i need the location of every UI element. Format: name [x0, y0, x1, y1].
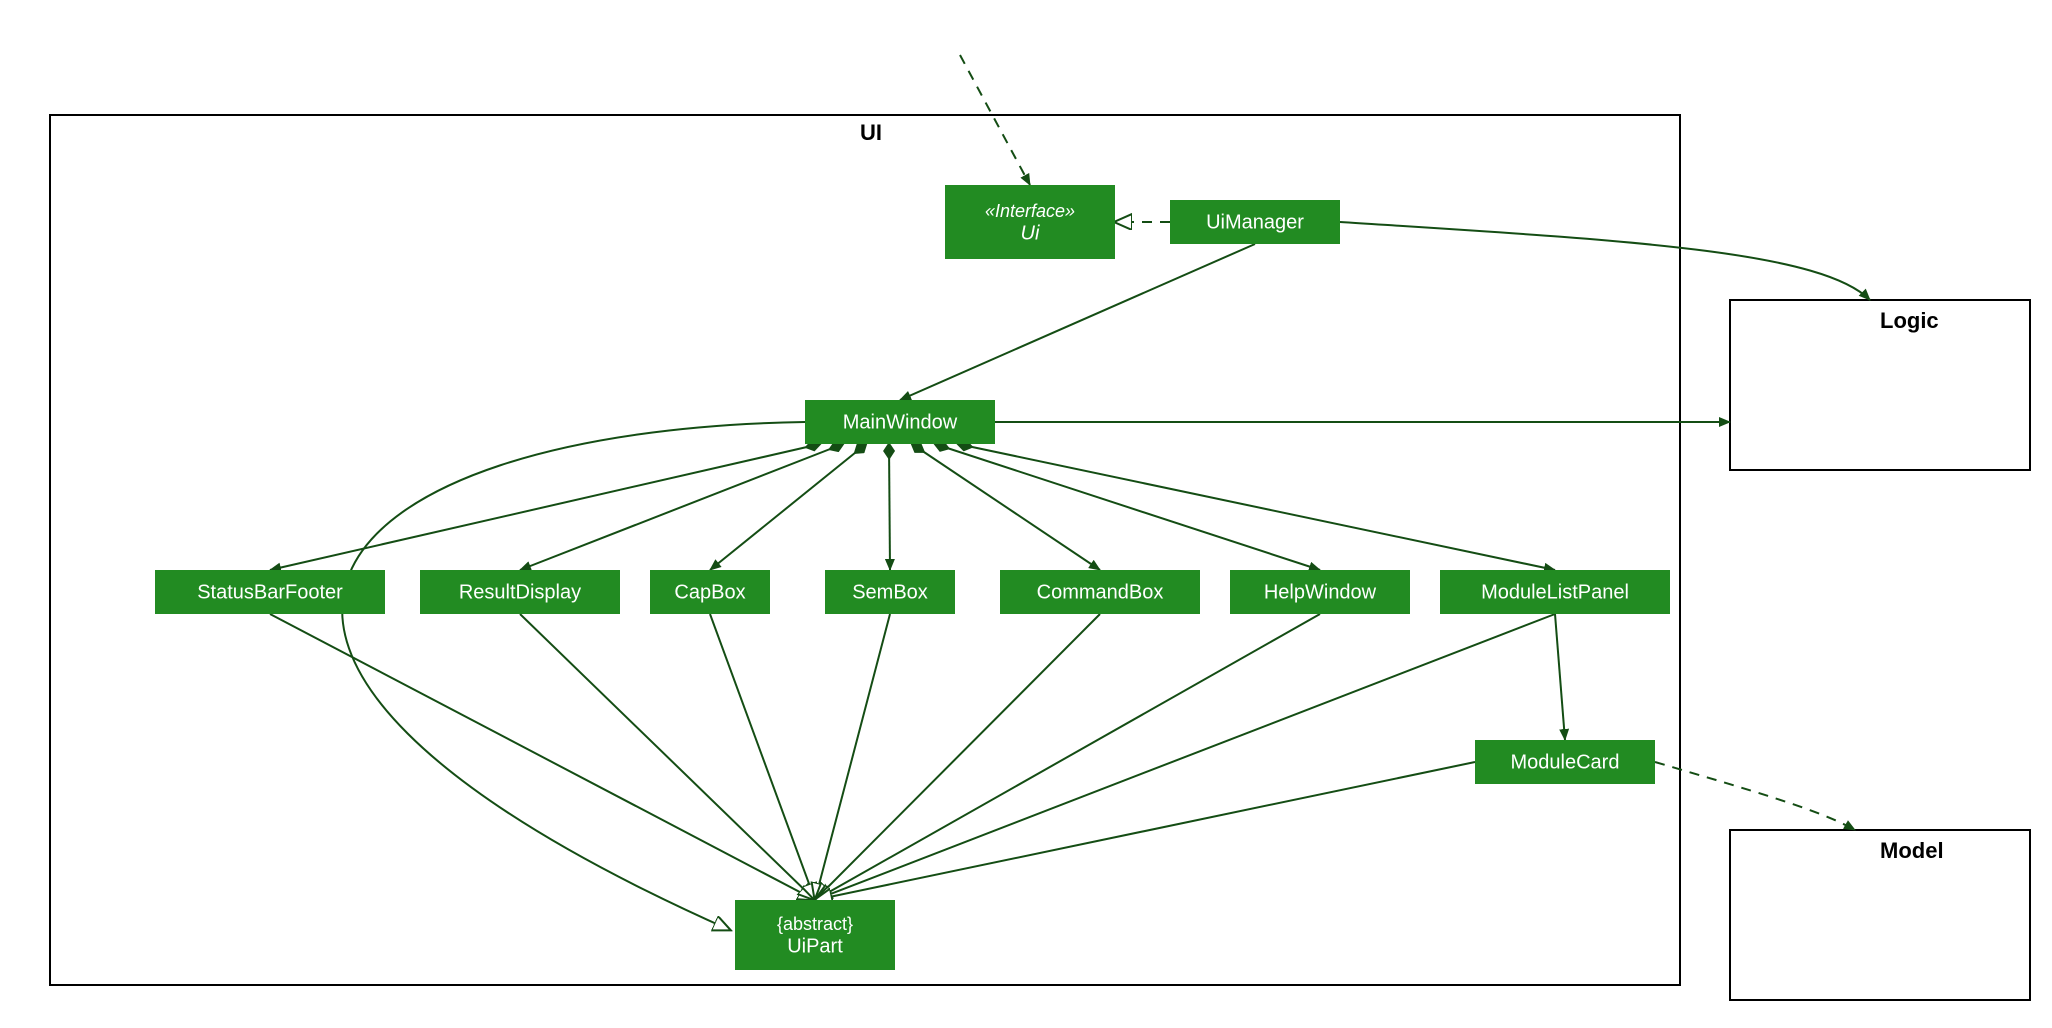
edge [1655, 762, 1855, 830]
edge [520, 614, 815, 900]
edge [270, 444, 820, 570]
class-node-label: ResultDisplay [459, 581, 581, 603]
package-label-ui: UI [860, 120, 882, 145]
edge [1555, 614, 1565, 740]
package-ui [50, 115, 1680, 985]
uml-diagram: UI Logic Model «Interface»Ui UiManager MainWi… [0, 0, 2052, 1028]
class-node-sembox: SemBox [825, 570, 955, 614]
class-node-label: SemBox [852, 581, 928, 603]
class-node-label: ModuleListPanel [1481, 581, 1629, 603]
class-node-statusbar: StatusBarFooter [155, 570, 385, 614]
class-node-label: ModuleCard [1511, 751, 1620, 773]
class-node-ui_if: «Interface»Ui [945, 185, 1115, 259]
class-node-capbox: CapBox [650, 570, 770, 614]
edge [815, 614, 890, 900]
class-node-uipart: {abstract}UiPart [735, 900, 895, 970]
class-node-helpwindow: HelpWindow [1230, 570, 1410, 614]
class-node-label: «Interface» [985, 201, 1075, 221]
edge [900, 244, 1255, 400]
edge [1340, 222, 1870, 300]
class-node-mainwindow: MainWindow [805, 400, 995, 444]
class-node-label: Ui [1021, 222, 1040, 244]
class-node-label: MainWindow [843, 411, 958, 433]
edge [958, 444, 1555, 570]
class-node-resultdisp: ResultDisplay [420, 570, 620, 614]
class-node-label: CapBox [674, 581, 745, 603]
edge [815, 762, 1475, 900]
edge [815, 614, 1320, 900]
class-node-modulelist: ModuleListPanel [1440, 570, 1670, 614]
edge [815, 614, 1100, 900]
class-node-modulecard: ModuleCard [1475, 740, 1655, 784]
edge [960, 55, 1030, 185]
edge [935, 444, 1320, 570]
edge [342, 422, 805, 930]
edge [520, 444, 843, 570]
package-label-logic: Logic [1880, 308, 1939, 333]
edge [815, 614, 1555, 900]
class-node-commandbox: CommandBox [1000, 570, 1200, 614]
class-node-label: StatusBarFooter [197, 581, 343, 603]
class-node-label: HelpWindow [1264, 581, 1377, 603]
class-node-uimanager: UiManager [1170, 200, 1340, 244]
edge [710, 614, 815, 900]
class-node-label: UiManager [1206, 211, 1304, 233]
nodes: «Interface»Ui UiManager MainWindow StatusBa… [155, 185, 1670, 970]
class-node-label: {abstract} [777, 914, 853, 934]
edge [912, 444, 1100, 570]
class-node-label: CommandBox [1037, 581, 1164, 603]
package-label-model: Model [1880, 838, 1944, 863]
edge [270, 614, 815, 900]
class-node-label: UiPart [787, 935, 843, 957]
edge [889, 444, 890, 570]
